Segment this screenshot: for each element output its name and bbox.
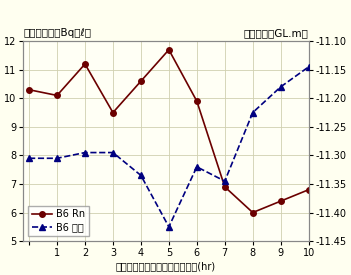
Text: ラドン濃度（Bq／ℓ）: ラドン濃度（Bq／ℓ） bbox=[24, 28, 92, 39]
Text: 地下水位（GL.m）: 地下水位（GL.m） bbox=[244, 28, 309, 39]
X-axis label: かん養試験開始からの経過時間(hr): かん養試験開始からの経過時間(hr) bbox=[116, 261, 216, 271]
Legend: B6 Rn, B6 水位: B6 Rn, B6 水位 bbox=[28, 205, 88, 236]
